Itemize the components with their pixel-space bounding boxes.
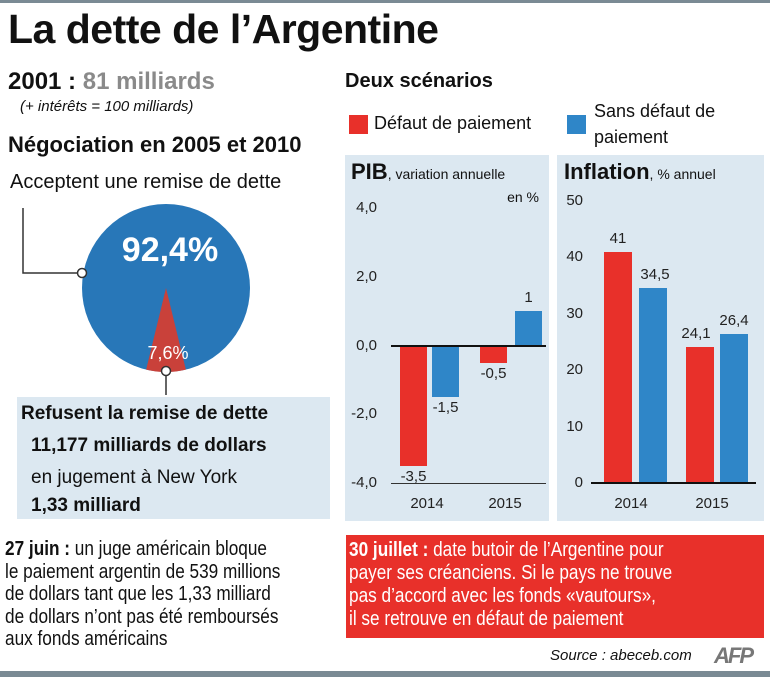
y-tick-label: 4,0 xyxy=(356,199,377,216)
legend-label-default: Défaut de paiement xyxy=(374,113,532,133)
pie-chart: 92,4% 7,6% xyxy=(22,204,250,395)
bar-value-label: 24,1 xyxy=(681,325,711,343)
bar-no-default-2014 xyxy=(639,288,667,483)
june-text: de dollars tant que les 1,33 milliard xyxy=(5,583,271,605)
bar-default-2014 xyxy=(400,345,427,466)
bar-no-default-2014 xyxy=(432,345,459,398)
leader-dot-accept xyxy=(76,267,88,279)
source-text: Source : abeceb.com xyxy=(550,647,692,664)
pie-label-refuse: 7,6% xyxy=(147,343,188,363)
axis-line xyxy=(391,344,546,347)
july-text: il se retrouve en défaut de paiement xyxy=(349,608,624,630)
july-text: date butoir de l’Argentine pour xyxy=(428,539,664,561)
july-note: 30 juillet : date butoir de l’Argentine … xyxy=(349,539,672,631)
june-text: le paiement argentin de 539 millions xyxy=(5,560,281,583)
y-tick-label: 0 xyxy=(574,474,583,491)
axis-line xyxy=(591,482,756,484)
bar-value-label: -0,5 xyxy=(480,364,507,382)
july-box: 30 juillet : date butoir de l’Argentine … xyxy=(346,535,764,638)
bar-value-label: 1 xyxy=(524,289,533,307)
leader-dot-refuse xyxy=(160,365,172,377)
afp-logo: AFP xyxy=(714,643,754,668)
y-tick-label: 30 xyxy=(566,304,583,322)
bar-value-label: 34,5 xyxy=(640,266,670,284)
pie-label-accept: 92,4% xyxy=(122,231,218,269)
legend-label-line: Sans défaut de xyxy=(594,101,716,121)
scenarios-heading: Deux scénarios xyxy=(345,70,493,92)
june-text: aux fonds américains xyxy=(5,628,168,650)
bar-value-label: 26,4 xyxy=(719,312,749,330)
negotiation-heading: Négociation en 2005 et 2010 xyxy=(8,132,302,157)
y-tick-label: 0,0 xyxy=(356,336,377,354)
june-text: de dollars n’ont pas été remboursés xyxy=(5,605,279,628)
legend-label-line: paiement xyxy=(594,127,669,147)
y-tick-label: 20 xyxy=(566,361,583,379)
y-tick-label: -4,0 xyxy=(351,474,377,491)
pie-slice-refuse xyxy=(146,288,186,372)
x-tick-label: 2015 xyxy=(695,495,729,512)
bar-no-default-2015 xyxy=(515,311,542,346)
inflation-subtitle: , % annuel xyxy=(649,166,716,182)
leader-line-accept xyxy=(22,208,82,274)
debt-note: (+ intérêts = 100 milliards) xyxy=(20,98,194,115)
y-tick-label: 40 xyxy=(566,248,583,266)
pib-unit: en % xyxy=(507,189,539,205)
refuse-ny: en jugement à New York xyxy=(31,467,237,488)
top-rule xyxy=(0,0,770,3)
bar-value-label: 41 xyxy=(609,229,627,247)
bar-value-label: -3,5 xyxy=(400,467,427,485)
baseline xyxy=(391,483,546,484)
page-title: La dette de l’Argentine xyxy=(8,6,439,52)
bar-no-default-2015 xyxy=(720,334,748,483)
pib-title: PIB, variation annuelle xyxy=(351,159,505,185)
refuse-amount: 11,177 milliards de dollars xyxy=(31,435,267,456)
x-tick-label: 2015 xyxy=(488,495,522,512)
inflation-title-main: Inflation xyxy=(564,159,650,184)
bar-value-label: -1,5 xyxy=(432,399,459,417)
bar-default-2015 xyxy=(480,345,507,363)
legend-swatch-nodefault xyxy=(567,115,586,134)
y-tick-label: 2,0 xyxy=(356,267,377,285)
legend-label-nodefault: Sans défaut de paiement xyxy=(594,98,715,150)
x-tick-label: 2014 xyxy=(410,495,444,512)
june-text: un juge américain bloque xyxy=(69,538,267,560)
june-date: 27 juin : xyxy=(5,538,70,560)
refuse-heading: Refusent la remise de dette xyxy=(21,403,269,424)
refuse-box: Refusent la remise de dette 11,177 milli… xyxy=(17,397,330,519)
july-text: pas d’accord avec les fonds «vautours», xyxy=(349,585,656,607)
inflation-title: Inflation, % annuel xyxy=(564,159,716,185)
june-note: 27 juin : un juge américain bloque le pa… xyxy=(5,538,280,651)
pib-subtitle: , variation annuelle xyxy=(387,166,506,182)
bottom-rule xyxy=(0,671,770,677)
x-tick-label: 2014 xyxy=(614,495,648,512)
debt-2001: 2001 : 81 milliards xyxy=(8,68,215,96)
accept-label: Acceptent une remise de dette xyxy=(10,171,282,193)
debt-amount: 81 milliards xyxy=(82,68,215,95)
july-date: 30 juillet : xyxy=(349,539,429,561)
y-tick-label: 10 xyxy=(566,417,583,435)
y-tick-label: 50 xyxy=(566,192,583,209)
inflation-panel: Inflation, % annuel 50 40 30 20 10 0 41 34,5 201… xyxy=(557,155,764,521)
bar-default-2015 xyxy=(686,347,714,483)
pib-title-main: PIB xyxy=(351,159,388,184)
debt-year: 2001 : xyxy=(8,68,77,95)
y-tick-label: -2,0 xyxy=(351,405,377,423)
legend-swatch-default xyxy=(349,115,368,134)
bar-default-2014 xyxy=(604,251,632,483)
july-text: payer ses créanciens. Si le pays ne trou… xyxy=(349,562,673,584)
refuse-ny-amount: 1,33 milliard xyxy=(31,495,141,516)
pib-panel: PIB, variation annuelle en % 4,0 2,0 0,0 -2… xyxy=(345,155,549,521)
